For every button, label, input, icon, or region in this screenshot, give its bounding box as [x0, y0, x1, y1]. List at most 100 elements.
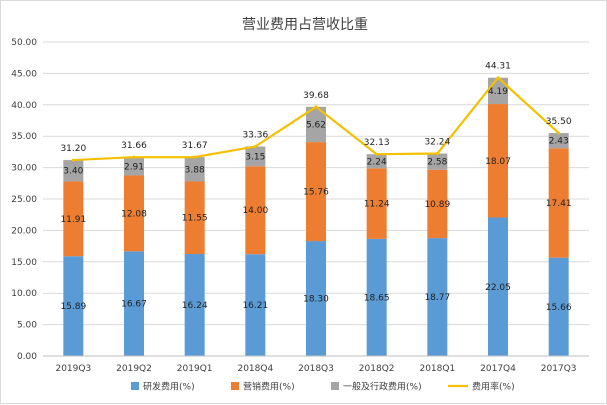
legend-label: 研发费用(%) — [143, 381, 195, 393]
data-label: 17.41 — [546, 199, 572, 209]
legend-label: 一般及行政费用(%) — [343, 381, 422, 393]
axis-layer: 0.00 5.00 10.00 15.00 20.00 25.00 30.00 35.00 40… — [11, 38, 589, 374]
x-tick-label: 2019Q3 — [55, 364, 91, 374]
data-label: 2.58 — [427, 158, 447, 168]
data-label: 2.43 — [549, 137, 569, 147]
legend-label: 营销费用(%) — [243, 381, 295, 393]
y-tick-label: 0.00 — [17, 352, 37, 362]
data-label: 32.24 — [424, 138, 450, 148]
data-label: 11.24 — [364, 200, 390, 210]
x-tick-label: 2018Q2 — [359, 364, 395, 374]
bar-segment — [488, 217, 508, 356]
y-tick-label: 15.00 — [11, 258, 37, 268]
y-tick-label: 30.00 — [11, 164, 37, 174]
legend-label: 费用率(%) — [472, 381, 515, 393]
legend-swatch — [331, 382, 339, 390]
legend: 研发费用(%) 营销费用(%) 一般及行政费用(%) 费用率(%) — [131, 381, 515, 393]
data-label: 15.66 — [546, 303, 572, 313]
data-label: 2.91 — [124, 162, 144, 172]
data-label: 32.13 — [364, 138, 390, 148]
rate-point — [435, 152, 439, 156]
x-tick-label: 2017Q4 — [480, 364, 516, 374]
x-tick-label: 2019Q1 — [177, 364, 213, 374]
bar-segment — [427, 238, 448, 356]
data-label: 18.77 — [424, 293, 450, 303]
data-label: 10.89 — [424, 200, 450, 210]
x-tick-label: 2018Q3 — [298, 364, 334, 374]
bar-segment — [184, 181, 205, 255]
data-label: 22.05 — [485, 283, 511, 293]
data-label: 44.31 — [485, 62, 511, 72]
y-tick-label: 20.00 — [11, 226, 37, 236]
data-label: 3.15 — [245, 152, 265, 162]
x-tick-label: 2017Q3 — [541, 364, 577, 374]
data-label: 18.07 — [485, 157, 511, 167]
bar-segment — [306, 142, 326, 242]
data-label: 2.24 — [367, 157, 387, 167]
bar-segment — [427, 169, 448, 239]
x-tick-label: 2019Q2 — [116, 364, 152, 374]
bar-segment — [366, 154, 387, 169]
rate-point — [496, 76, 500, 80]
data-label: 16.21 — [242, 301, 268, 311]
x-tick-label: 2018Q1 — [419, 364, 455, 374]
data-label: 35.50 — [546, 117, 572, 127]
bar-segment — [63, 181, 84, 257]
data-label: 33.36 — [242, 130, 268, 140]
rate-point — [132, 155, 136, 159]
bar-segment — [124, 175, 144, 252]
bar-segment — [488, 104, 508, 218]
data-label: 31.66 — [121, 141, 147, 151]
bar-segment — [366, 238, 387, 356]
legend-swatch — [231, 382, 239, 390]
data-label: 11.91 — [60, 215, 86, 225]
bar-segment — [306, 241, 326, 356]
data-label: 3.88 — [185, 165, 205, 175]
data-label: 15.89 — [60, 302, 86, 312]
data-label: 18.30 — [303, 295, 329, 305]
data-label: 31.67 — [182, 141, 208, 151]
y-tick-label: 25.00 — [11, 195, 37, 205]
bar-segment — [427, 153, 448, 170]
data-label: 12.08 — [121, 209, 147, 219]
data-label: 5.62 — [306, 120, 326, 130]
line-layer — [71, 76, 561, 162]
bar-segment — [245, 166, 266, 255]
data-label: 4.19 — [488, 87, 508, 97]
bar-segment — [366, 168, 387, 239]
data-label: 15.76 — [303, 188, 329, 198]
bar-segment — [124, 251, 144, 356]
bar-segment — [184, 254, 205, 356]
bar-segment — [548, 148, 569, 258]
rate-point — [375, 152, 379, 156]
label-layer: 15.89 11.91 3.40 16.67 12.08 2.91 16.24 11.55 3.… — [60, 62, 571, 313]
y-tick-label: 40.00 — [11, 101, 37, 111]
data-label: 14.00 — [242, 206, 268, 216]
rate-point — [314, 105, 318, 109]
bar-segment — [63, 256, 84, 356]
chart-title: 营业费用占营收比重 — [242, 17, 368, 33]
data-label: 16.24 — [182, 301, 208, 311]
bar-segment — [124, 157, 144, 176]
rate-point — [557, 131, 561, 135]
bar-segment — [306, 106, 326, 143]
bar-segment — [548, 133, 569, 149]
y-tick-label: 5.00 — [17, 321, 37, 331]
bar-segment — [245, 254, 266, 356]
bar-segment — [63, 160, 84, 182]
data-label: 39.68 — [303, 91, 329, 101]
rate-point — [71, 158, 75, 162]
bar-segment — [548, 257, 569, 356]
bar-segment — [245, 146, 266, 167]
bar-segment — [184, 157, 205, 182]
x-tick-label: 2018Q4 — [237, 364, 273, 374]
data-label: 31.20 — [60, 144, 86, 154]
data-label: 18.65 — [364, 293, 390, 303]
y-tick-label: 35.00 — [11, 132, 37, 142]
y-tick-label: 10.00 — [11, 289, 37, 299]
legend-swatch — [131, 382, 139, 390]
data-label: 11.55 — [182, 214, 208, 224]
data-label: 3.40 — [63, 167, 83, 177]
